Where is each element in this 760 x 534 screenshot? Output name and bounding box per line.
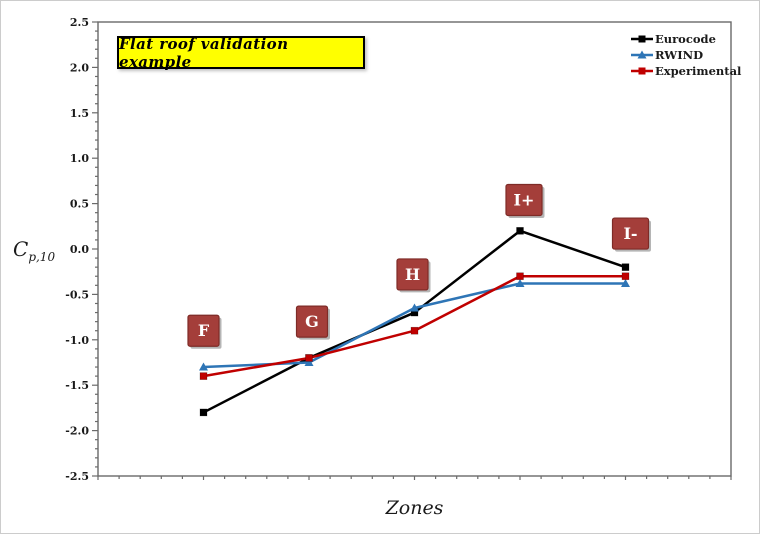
y-tick-label: -1.5 [65,379,89,392]
zone-label-g: G [295,305,330,340]
series-eurocode [199,227,630,417]
zone-label-text: I+ [514,190,535,209]
marker-experimental-G [305,354,313,362]
legend-swatch-triangle-icon [631,50,653,59]
legend-item-eurocode: Eurocode [630,33,741,45]
marker-experimental-I- [621,272,630,281]
zone-label-text: I- [623,224,637,243]
series-experimental [199,272,630,380]
marker-rwind-F [199,362,208,371]
legend-swatch-square-icon [631,35,653,43]
zone-label-i+: I+ [505,183,545,218]
legend-label-rwind: RWIND [655,48,704,62]
legend-label-eurocode: Eurocode [655,32,716,46]
marker-experimental-F [199,372,208,380]
y-tick-label: 2.5 [70,16,89,29]
zone-label-text: H [405,265,420,284]
y-tick-label: -2.5 [65,470,89,483]
marker-experimental-H [410,326,419,335]
zone-label-box [295,305,329,338]
series-line-rwind [203,282,626,369]
legend-swatch-square-icon [631,67,653,75]
marker-rwind-I+ [515,279,525,288]
marker-experimental-I+ [516,272,524,281]
zone-label-i-: I- [611,217,651,252]
zone-label-h: H [396,258,431,293]
y-axis-title-sub: p,10 [28,250,56,264]
legend-item-rwind: RWIND [630,49,741,61]
y-tick-label: 1.0 [70,152,89,165]
y-tick-label: 1.5 [70,107,89,120]
y-tick-label: 0.5 [70,198,89,211]
y-tick-label: -2.0 [65,425,89,438]
y-axis-title-main: C [13,237,29,261]
y-tick-label: 0.0 [70,243,89,256]
marker-eurocode-F [199,408,208,417]
marker-eurocode-I+ [516,227,524,235]
zone-label-box [611,217,650,250]
legend: Eurocode RWIND Experimental [630,33,741,77]
zone-label-f: F [187,314,222,349]
zone-label-box [396,258,429,291]
marker-rwind-H [410,303,419,312]
series-rwind [199,279,630,371]
marker-rwind-I- [621,279,630,288]
x-axis-title: Zones [385,497,444,519]
y-tick-label: 2.0 [70,61,89,74]
marker-eurocode-I- [621,263,630,271]
chart-title: Flat roof validation example [119,34,289,71]
series-line-eurocode [202,229,626,414]
marker-rwind-G [304,358,314,366]
y-tick-label: -0.5 [65,288,89,301]
y-axis-title: Cp,10 [13,237,55,264]
zone-label-box [505,183,543,217]
zone-label-text: F [198,321,210,340]
legend-item-experimental: Experimental [630,65,741,77]
zone-label-text: G [305,312,319,331]
zone-label-box [187,314,220,347]
legend-label-experimental: Experimental [655,64,742,78]
y-tick-label: -1.0 [65,334,89,347]
chart-title-box: Flat roof validation example [117,34,365,71]
